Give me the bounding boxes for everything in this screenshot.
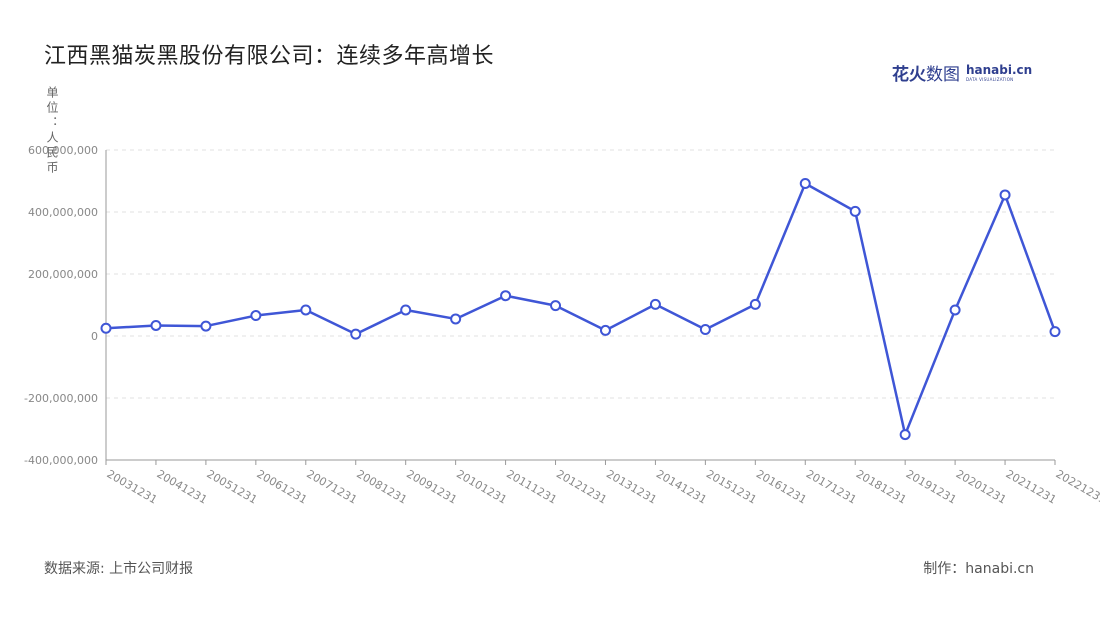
data-point: [150, 319, 162, 331]
x-tick-label: 20031231: [105, 467, 160, 506]
y-tick-label: 600,000,000: [28, 144, 98, 157]
x-tick-label: 20071231: [304, 467, 359, 506]
data-point: [100, 322, 112, 334]
data-point: [749, 298, 761, 310]
x-tick-label: 20081231: [354, 467, 409, 506]
x-tick-label: 20091231: [404, 467, 459, 506]
data-point: [300, 304, 312, 316]
data-point: [599, 324, 611, 336]
y-tick-label: 400,000,000: [28, 206, 98, 219]
brand-logo: 花火数图 hanabi.cn DATA VISUALIZATION: [892, 60, 1033, 86]
x-tick-label: 20101231: [454, 467, 509, 506]
data-point: [400, 304, 412, 316]
x-tick-label: 20131231: [604, 467, 659, 506]
data-point: [1049, 326, 1061, 338]
logo-chinese: 花火数图: [892, 65, 960, 85]
data-point: [200, 320, 212, 332]
x-tick-label: 20211231: [1004, 467, 1059, 506]
data-point: [500, 290, 512, 302]
logo-english: hanabi.cn DATA VISUALIZATION: [966, 62, 1033, 82]
data-point: [450, 313, 462, 325]
y-tick-label: -200,000,000: [24, 392, 98, 405]
x-tick-label: 20221231: [1054, 467, 1100, 506]
y-tick-label: 0: [91, 330, 98, 343]
y-axis-unit-label: 单位：人民币: [45, 86, 59, 176]
x-tick-label: 20191231: [904, 467, 959, 506]
x-tick-label: 20061231: [254, 467, 309, 506]
y-tick-label: -400,000,000: [24, 454, 98, 467]
x-tick-label: 20171231: [804, 467, 859, 506]
data-point: [899, 429, 911, 441]
data-point: [250, 310, 262, 322]
x-tick-label: 20041231: [154, 467, 209, 506]
x-tick-label: 20141231: [654, 467, 709, 506]
credit-note: 制作：hanabi.cn: [923, 561, 1034, 577]
data-source-note: 数据来源: 上市公司财报: [44, 561, 194, 577]
y-tick-label: 200,000,000: [28, 268, 98, 281]
x-tick-label: 20201231: [954, 467, 1009, 506]
data-point: [350, 328, 362, 340]
data-point: [999, 189, 1011, 201]
x-tick-label: 20051231: [204, 467, 259, 506]
data-point: [550, 300, 562, 312]
x-tick-label: 20181231: [854, 467, 909, 506]
x-tick-label: 20121231: [554, 467, 609, 506]
data-point: [949, 304, 961, 316]
data-point: [799, 177, 811, 189]
x-tick-label: 20111231: [504, 467, 559, 506]
series-line: [105, 182, 1057, 436]
data-point: [849, 205, 861, 217]
x-tick-label: 20161231: [754, 467, 809, 506]
chart-title: 江西黑猫炭黑股份有限公司：连续多年高增长: [44, 44, 495, 69]
x-tick-label: 20151231: [704, 467, 759, 506]
data-point: [699, 323, 711, 335]
data-point: [649, 298, 661, 310]
